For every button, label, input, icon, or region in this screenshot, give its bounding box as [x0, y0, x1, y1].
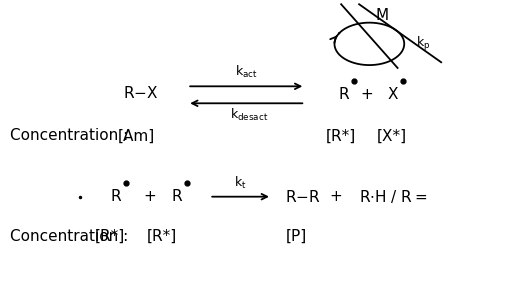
Text: R: R: [172, 189, 182, 204]
Text: k$_{\mathregular{t}}$: k$_{\mathregular{t}}$: [234, 175, 246, 191]
Text: [X*]: [X*]: [377, 128, 406, 143]
Text: Concentration :: Concentration :: [10, 229, 129, 244]
Text: [R*]: [R*]: [326, 128, 356, 143]
Text: [R*]: [R*]: [147, 229, 176, 244]
Text: +: +: [144, 189, 156, 204]
Text: R: R: [110, 189, 121, 204]
Text: k$_{\mathregular{p}}$: k$_{\mathregular{p}}$: [416, 35, 430, 53]
Text: R: R: [339, 87, 349, 102]
Text: R$\cdot$H / R$\mathregular{=}$: R$\cdot$H / R$\mathregular{=}$: [359, 188, 427, 205]
Text: +: +: [361, 87, 373, 102]
Text: Concentration :: Concentration :: [10, 128, 129, 143]
Text: [R*]: [R*]: [95, 229, 125, 244]
Text: k$_{\mathregular{act}}$: k$_{\mathregular{act}}$: [235, 64, 258, 80]
Text: M: M: [376, 8, 389, 23]
Text: +: +: [330, 189, 342, 204]
Text: R$-$R: R$-$R: [285, 189, 321, 205]
Text: R$-$X: R$-$X: [124, 85, 159, 101]
Text: [Am]: [Am]: [117, 128, 154, 143]
Text: [P]: [P]: [286, 229, 307, 244]
Text: k$_{\mathregular{desact}}$: k$_{\mathregular{desact}}$: [230, 107, 268, 123]
Text: X: X: [387, 87, 398, 102]
